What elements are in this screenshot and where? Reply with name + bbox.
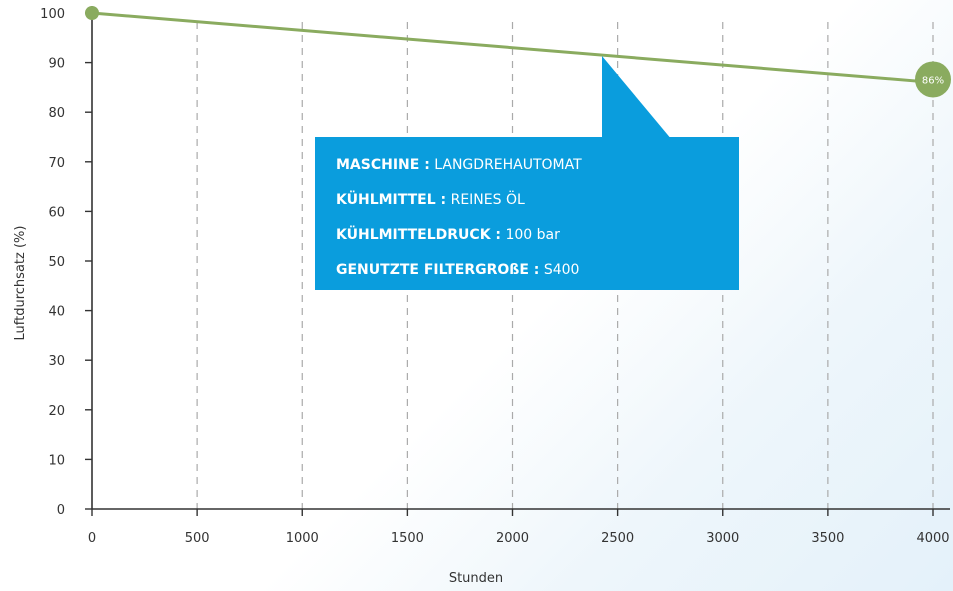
y-tick-label: 80: [48, 106, 65, 121]
x-tick-label: 4000: [916, 531, 949, 546]
callout-key: MASCHINE :: [336, 157, 430, 173]
callout-row-filter: GENUTZTE FILTERGROßE : S400: [336, 260, 739, 295]
start-point: [85, 6, 99, 20]
y-tick-labels: 0 10 20 30 40 50 60 70 80 90 100: [40, 7, 65, 518]
callout-pointer: [602, 56, 672, 140]
x-tick-label: 0: [88, 531, 96, 546]
callout-box: MASCHINE : LANGDREHAUTOMAT KÜHLMITTEL : …: [315, 137, 739, 290]
callout-value: 100 bar: [505, 227, 560, 243]
x-tick-label: 3500: [811, 531, 844, 546]
y-tick-label: 10: [48, 453, 65, 468]
callout-value: S400: [543, 262, 580, 278]
callout-key: KÜHLMITTELDRUCK :: [336, 227, 502, 243]
y-tick-label: 20: [48, 404, 65, 419]
end-point-label: 86%: [922, 75, 944, 86]
y-tick-label: 100: [40, 7, 65, 22]
series-line: [91, 11, 934, 84]
x-tick-label: 3000: [706, 531, 739, 546]
y-tick-label: 50: [48, 255, 65, 270]
x-axis-title: Stunden: [449, 571, 503, 586]
end-point: [915, 61, 951, 98]
x-tick-label: 2500: [601, 531, 634, 546]
callout-row-machine: MASCHINE : LANGDREHAUTOMAT: [336, 155, 739, 190]
y-tick-label: 0: [57, 503, 65, 518]
x-tick-label: 1000: [286, 531, 319, 546]
x-tick-label: 2000: [496, 531, 529, 546]
y-axis-title: Luftdurchsatz (%): [13, 226, 28, 341]
y-tick-label: 30: [48, 354, 65, 369]
callout-value: REINES ÖL: [450, 192, 525, 208]
series-group: 86%: [85, 6, 951, 98]
y-tick-label: 60: [48, 205, 65, 220]
callout-key: GENUTZTE FILTERGROßE :: [336, 262, 540, 278]
callout-key: KÜHLMITTEL :: [336, 192, 447, 208]
x-tick-labels: 0 500 1000 1500 2000 2500 3000 3500 4000: [88, 531, 950, 546]
axes: [85, 6, 950, 516]
callout-value: LANGDREHAUTOMAT: [434, 157, 582, 173]
y-tick-label: 70: [48, 156, 65, 171]
x-tick-label: 1500: [391, 531, 424, 546]
y-tick-label: 90: [48, 57, 65, 72]
y-tick-label: 40: [48, 305, 65, 320]
x-tick-label: 500: [185, 531, 210, 546]
callout-row-coolant: KÜHLMITTEL : REINES ÖL: [336, 190, 739, 225]
callout-row-pressure: KÜHLMITTELDRUCK : 100 bar: [336, 225, 739, 260]
